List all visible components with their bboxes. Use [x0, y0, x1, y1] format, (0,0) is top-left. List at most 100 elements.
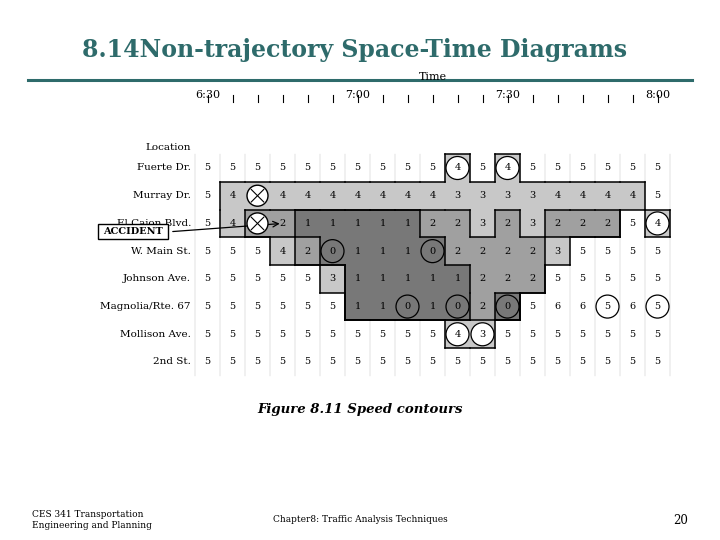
Text: 5: 5: [529, 164, 536, 172]
Text: 3: 3: [480, 219, 485, 228]
Circle shape: [446, 157, 469, 179]
Bar: [295, 182, 320, 210]
Bar: [270, 237, 295, 265]
Text: 2: 2: [279, 219, 286, 228]
Text: 5: 5: [230, 274, 235, 284]
Text: 1: 1: [329, 219, 336, 228]
Bar: [395, 210, 420, 237]
Text: 5: 5: [330, 302, 336, 311]
Text: 0: 0: [405, 302, 410, 311]
Text: 5: 5: [305, 164, 310, 172]
Bar: [245, 182, 270, 210]
Text: 3: 3: [529, 191, 536, 200]
Text: 3: 3: [529, 219, 536, 228]
Text: 5: 5: [405, 330, 410, 339]
Bar: [270, 182, 295, 210]
Bar: [470, 265, 495, 293]
Text: 5: 5: [554, 274, 561, 284]
Bar: [395, 293, 420, 320]
Bar: [470, 237, 495, 265]
Bar: [495, 293, 520, 320]
Bar: [495, 265, 520, 293]
Text: 5: 5: [604, 330, 611, 339]
Text: 2: 2: [529, 274, 536, 284]
Text: 1: 1: [354, 302, 361, 311]
Text: 4: 4: [379, 191, 386, 200]
Bar: [495, 293, 520, 320]
Text: 1: 1: [354, 219, 361, 228]
Text: 8.14Non-trajectory Space-Time Diagrams: 8.14Non-trajectory Space-Time Diagrams: [82, 38, 628, 62]
Text: 5: 5: [454, 357, 461, 367]
Bar: [420, 265, 445, 293]
Bar: [295, 237, 320, 265]
Bar: [295, 210, 320, 237]
Bar: [320, 265, 345, 293]
Bar: [345, 210, 370, 237]
Text: 5: 5: [505, 330, 510, 339]
Bar: [570, 210, 595, 237]
Bar: [520, 237, 545, 265]
Text: 5: 5: [654, 164, 660, 172]
Text: 5: 5: [230, 247, 235, 255]
Text: 1: 1: [379, 219, 386, 228]
Bar: [345, 265, 370, 293]
Bar: [470, 320, 495, 348]
Text: 5: 5: [629, 357, 636, 367]
Text: 5: 5: [279, 330, 286, 339]
Bar: [320, 237, 345, 265]
Bar: [395, 265, 420, 293]
Bar: [370, 210, 395, 237]
Text: 7:00: 7:00: [345, 90, 370, 100]
Text: 5: 5: [330, 357, 336, 367]
Text: 4: 4: [405, 191, 410, 200]
Text: 7:30: 7:30: [495, 90, 520, 100]
Bar: [445, 293, 470, 320]
Text: 5: 5: [529, 357, 536, 367]
Bar: [595, 210, 620, 237]
Text: 5: 5: [405, 357, 410, 367]
Text: 5: 5: [354, 330, 361, 339]
Text: 5: 5: [379, 330, 386, 339]
Text: 1: 1: [429, 302, 436, 311]
Bar: [595, 210, 620, 237]
Text: 3: 3: [554, 247, 561, 255]
Bar: [445, 265, 470, 293]
Bar: [370, 237, 395, 265]
Text: El Cajon Blvd.: El Cajon Blvd.: [117, 219, 191, 228]
Text: 6: 6: [629, 302, 636, 311]
Text: 2: 2: [305, 247, 310, 255]
Bar: [420, 210, 445, 237]
Text: 8:00: 8:00: [645, 90, 670, 100]
Circle shape: [247, 185, 268, 206]
Text: 5: 5: [279, 357, 286, 367]
Text: 4: 4: [279, 247, 286, 255]
Circle shape: [646, 295, 669, 318]
Text: 3: 3: [505, 191, 510, 200]
Bar: [270, 210, 295, 237]
Bar: [345, 293, 370, 320]
Bar: [320, 210, 345, 237]
Text: 5: 5: [629, 330, 636, 339]
Text: 1: 1: [429, 274, 436, 284]
Text: 5: 5: [604, 247, 611, 255]
Bar: [395, 265, 420, 293]
Text: Figure 8.11 Speed contours: Figure 8.11 Speed contours: [257, 403, 463, 416]
Text: 6: 6: [554, 302, 561, 311]
Text: 5: 5: [529, 330, 536, 339]
Bar: [495, 210, 520, 237]
Text: 0: 0: [454, 302, 461, 311]
Text: 5: 5: [654, 330, 660, 339]
Bar: [470, 265, 495, 293]
Bar: [370, 237, 395, 265]
Text: 5: 5: [230, 357, 235, 367]
Text: ACCIDENT: ACCIDENT: [103, 227, 163, 236]
Bar: [320, 210, 345, 237]
Circle shape: [446, 323, 469, 346]
Text: 0: 0: [429, 247, 436, 255]
Bar: [98, 224, 168, 239]
Bar: [445, 237, 470, 265]
Bar: [520, 210, 545, 237]
Text: 5: 5: [529, 302, 536, 311]
Text: 4: 4: [305, 191, 310, 200]
Text: 2: 2: [505, 274, 510, 284]
